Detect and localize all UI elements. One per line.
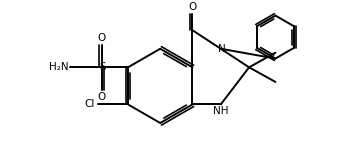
Text: O: O [98, 33, 106, 43]
Text: NH: NH [213, 106, 228, 116]
Text: S: S [99, 62, 106, 72]
Text: N: N [218, 44, 226, 54]
Text: Cl: Cl [84, 99, 95, 109]
Text: H₂N: H₂N [49, 62, 68, 72]
Text: O: O [188, 2, 197, 12]
Text: O: O [98, 92, 106, 102]
